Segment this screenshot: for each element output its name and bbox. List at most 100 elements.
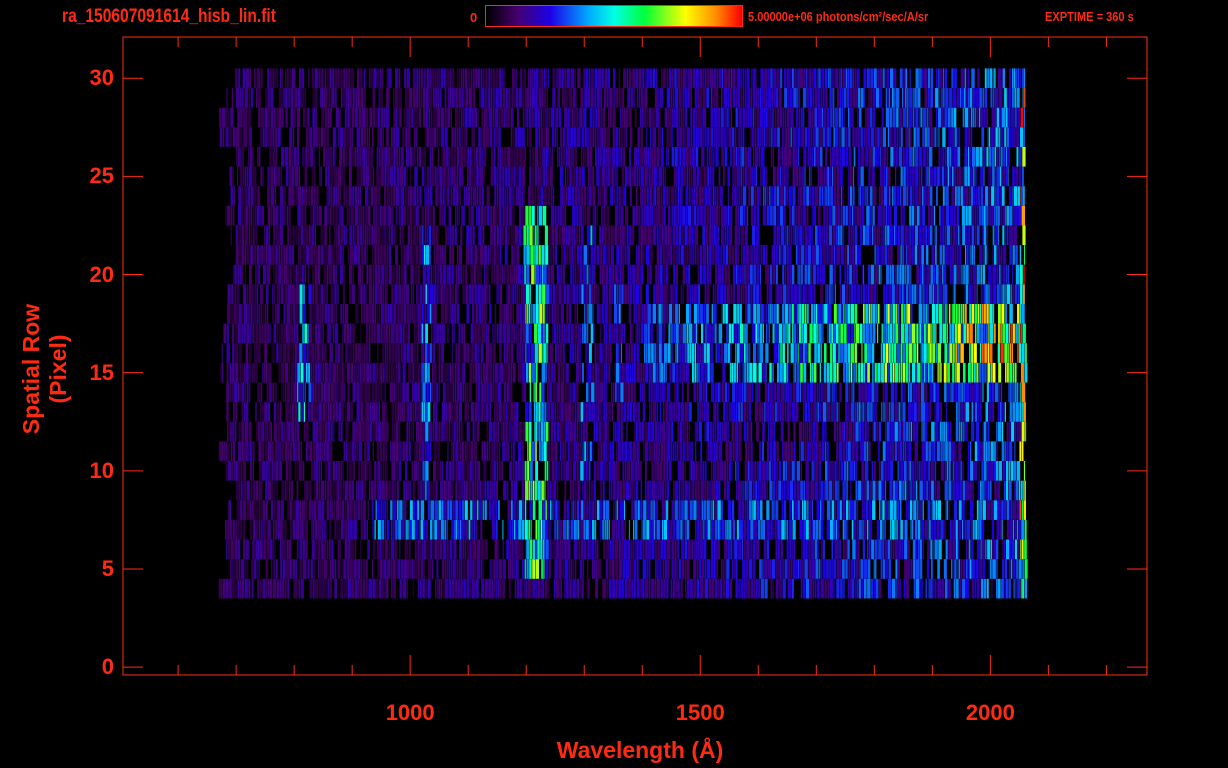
heatmap-cell bbox=[661, 559, 663, 579]
heatmap-cell bbox=[997, 480, 1001, 501]
heatmap-cell bbox=[893, 500, 897, 520]
heatmap-cell bbox=[717, 500, 721, 520]
heatmap-cell bbox=[1002, 461, 1006, 481]
heatmap-cell bbox=[605, 264, 609, 285]
heatmap-cell bbox=[556, 264, 560, 285]
heatmap-cell bbox=[338, 559, 341, 579]
heatmap-cell bbox=[379, 441, 382, 462]
heatmap-cell bbox=[302, 303, 306, 324]
heatmap-cell bbox=[745, 559, 749, 579]
heatmap-cell bbox=[624, 519, 626, 540]
heatmap-cell bbox=[765, 519, 767, 540]
heatmap-cell bbox=[873, 362, 875, 383]
heatmap-cell bbox=[464, 402, 468, 422]
heatmap-cell bbox=[751, 382, 754, 403]
heatmap-cell bbox=[975, 382, 979, 403]
heatmap-cell bbox=[562, 362, 564, 383]
heatmap-cell bbox=[272, 284, 274, 304]
heatmap-cell bbox=[554, 441, 558, 462]
heatmap-cell bbox=[731, 559, 734, 579]
heatmap-cell bbox=[794, 500, 797, 520]
heatmap-cell bbox=[928, 362, 930, 383]
heatmap-cell bbox=[351, 578, 355, 599]
heatmap-cell bbox=[1014, 578, 1017, 599]
heatmap-cell bbox=[710, 480, 712, 501]
heatmap-cell bbox=[432, 402, 436, 422]
heatmap-cell bbox=[850, 323, 854, 344]
heatmap-cell bbox=[502, 578, 504, 599]
heatmap-cell bbox=[367, 539, 370, 560]
heatmap-cell bbox=[326, 402, 328, 422]
heatmap-cell bbox=[1006, 264, 1008, 285]
heatmap-cell bbox=[239, 245, 241, 265]
heatmap-cell bbox=[772, 578, 774, 599]
heatmap-cell bbox=[650, 323, 653, 344]
heatmap-cell bbox=[837, 500, 840, 520]
heatmap-cell bbox=[256, 559, 258, 579]
heatmap-cell bbox=[749, 421, 751, 442]
heatmap-cell bbox=[502, 421, 505, 442]
heatmap-cell bbox=[323, 441, 326, 462]
heatmap-cell bbox=[254, 343, 256, 363]
heatmap-cell bbox=[576, 578, 580, 599]
heatmap-cell bbox=[430, 500, 434, 520]
heatmap-cell bbox=[746, 402, 749, 422]
heatmap-cell bbox=[831, 559, 833, 579]
heatmap-cell bbox=[800, 245, 805, 265]
heatmap-cell bbox=[632, 323, 634, 344]
heatmap-cell bbox=[479, 480, 482, 501]
heatmap-cell bbox=[327, 402, 330, 422]
heatmap-cell bbox=[908, 343, 913, 363]
heatmap-cell bbox=[340, 343, 343, 363]
heatmap-cell bbox=[238, 303, 242, 324]
heatmap-cell bbox=[746, 362, 749, 383]
heatmap-cell bbox=[1005, 441, 1007, 462]
heatmap-cell bbox=[396, 343, 398, 363]
heatmap-cell bbox=[411, 303, 416, 324]
heatmap-cell bbox=[326, 284, 328, 304]
heatmap-cell bbox=[727, 264, 730, 285]
heatmap-cell bbox=[564, 480, 567, 501]
heatmap-cell bbox=[329, 205, 332, 226]
heatmap-cell bbox=[272, 205, 276, 226]
heatmap-cell bbox=[814, 225, 818, 246]
heatmap-cell bbox=[227, 284, 231, 304]
heatmap-cell bbox=[935, 225, 937, 246]
heatmap-cell bbox=[244, 421, 249, 442]
heatmap-cell bbox=[256, 245, 260, 265]
heatmap-cell bbox=[927, 303, 929, 324]
heatmap-cell bbox=[616, 402, 621, 422]
heatmap-cell bbox=[610, 245, 614, 265]
heatmap-cell bbox=[833, 382, 835, 403]
heatmap-cell bbox=[920, 343, 922, 363]
heatmap-cell bbox=[608, 461, 612, 481]
heatmap-cell bbox=[487, 284, 489, 304]
heatmap-cell bbox=[952, 519, 956, 540]
heatmap-cell bbox=[397, 343, 401, 363]
heatmap-cell bbox=[818, 441, 822, 462]
heatmap-cell bbox=[831, 539, 833, 560]
heatmap-cell bbox=[904, 323, 909, 344]
heatmap-cell bbox=[485, 362, 489, 383]
heatmap-cell bbox=[473, 264, 477, 285]
heatmap-cell bbox=[858, 578, 861, 599]
heatmap-cell bbox=[951, 323, 955, 344]
heatmap-cell bbox=[829, 362, 832, 383]
heatmap-cell bbox=[968, 539, 971, 560]
heatmap-cell bbox=[957, 225, 959, 246]
heatmap-cell bbox=[472, 559, 475, 579]
heatmap-cell bbox=[936, 441, 940, 462]
heatmap-cell bbox=[748, 559, 753, 579]
heatmap-cell bbox=[904, 225, 908, 246]
heatmap-cell bbox=[880, 500, 882, 520]
heatmap-cell bbox=[579, 264, 583, 285]
heatmap-cell bbox=[222, 362, 224, 383]
heatmap-cell bbox=[263, 539, 266, 560]
heatmap-cell bbox=[900, 461, 904, 481]
heatmap-cell bbox=[285, 323, 289, 344]
heatmap-cell bbox=[960, 461, 962, 481]
heatmap-cell bbox=[328, 323, 331, 344]
heatmap-cell bbox=[938, 284, 943, 304]
heatmap-cell bbox=[294, 362, 297, 383]
heatmap-cell bbox=[689, 343, 692, 363]
